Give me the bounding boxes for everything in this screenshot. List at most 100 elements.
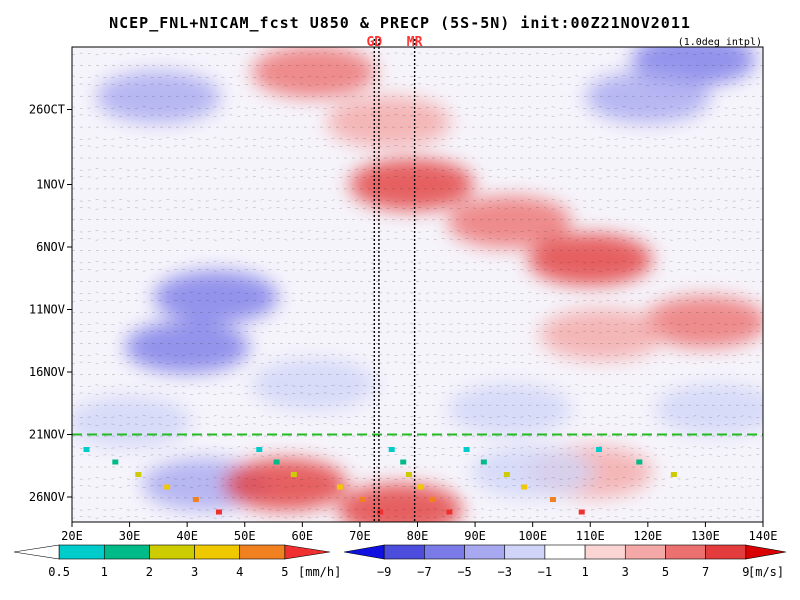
colorbar-swatch xyxy=(624,544,666,560)
x-tick-label: 100E xyxy=(518,529,547,543)
colorbar-swatch xyxy=(464,544,506,560)
colorbar-swatch xyxy=(705,544,747,560)
precip-cell xyxy=(256,447,263,452)
colorbar-label: 5 xyxy=(662,565,669,579)
contour-line xyxy=(72,83,763,87)
precip-cell xyxy=(417,484,424,490)
y-tick-label: 11NOV xyxy=(29,303,65,317)
x-tick-label: 40E xyxy=(176,529,198,543)
colorbar-label: 9 xyxy=(742,565,749,579)
precip-cell xyxy=(670,472,677,477)
contour-line xyxy=(72,176,763,179)
y-tick-label: 6NOV xyxy=(36,240,65,254)
y-tick-label: 26OCT xyxy=(29,103,65,117)
y-tick-label: 26NOV xyxy=(29,490,65,504)
colorbar-swatch xyxy=(665,544,706,560)
precip-cell xyxy=(192,497,199,502)
u850-anomaly-blob xyxy=(251,358,376,411)
u850-anomaly-blob xyxy=(447,196,572,248)
colorbar-swatch xyxy=(284,544,331,560)
u850-anomaly-blob xyxy=(326,96,451,148)
x-tick-label: 70E xyxy=(349,529,371,543)
colorbar-label: −1 xyxy=(538,565,552,579)
colorbar-label: −9 xyxy=(377,565,391,579)
u850-anomaly-blob xyxy=(447,383,572,436)
x-tick-label: 30E xyxy=(119,529,141,543)
colorbar-label: −7 xyxy=(417,565,431,579)
precip-cell xyxy=(503,472,510,477)
contour-line xyxy=(72,114,763,118)
u850-anomaly-blob xyxy=(96,71,221,123)
contour-line xyxy=(72,137,763,140)
u850-anomaly-blob xyxy=(125,321,250,373)
reference-line-label: GD xyxy=(366,35,382,50)
precip-cell xyxy=(578,509,585,515)
u850-anomaly-blob xyxy=(338,483,463,522)
precip-cell xyxy=(636,459,643,465)
colorbar-swatch xyxy=(239,544,286,560)
precip-cell xyxy=(273,459,280,465)
precip-cell xyxy=(400,459,407,465)
precip-cell xyxy=(463,447,470,452)
colorbar-swatch xyxy=(13,544,60,560)
reference-line-label: MR xyxy=(407,35,423,50)
precip-cell xyxy=(446,509,453,515)
precip-cell xyxy=(359,497,366,502)
colorbar-swatch xyxy=(58,544,105,560)
precip-cell xyxy=(405,472,412,477)
colorbar-label: 5 xyxy=(281,565,288,579)
colorbar-swatch xyxy=(383,544,425,560)
u850-anomaly-blob xyxy=(251,47,376,98)
colorbar-units: [mm/h] xyxy=(298,565,341,579)
precip-cell xyxy=(521,484,528,490)
precip-cell xyxy=(480,459,487,465)
colorbar-swatch xyxy=(504,544,546,560)
colorbar-label: 1 xyxy=(101,565,108,579)
precip-cell xyxy=(290,472,297,477)
colorbar-swatch xyxy=(194,544,241,560)
colorbar-label: 0.5 xyxy=(48,565,70,579)
x-tick-label: 20E xyxy=(61,529,83,543)
u850-anomaly-blob xyxy=(528,233,653,286)
u850-anomaly-blob xyxy=(470,446,595,498)
colorbar-swatch xyxy=(149,544,195,560)
precip-cell xyxy=(135,472,142,477)
colorbar-label: −5 xyxy=(457,565,471,579)
contour-line xyxy=(72,392,763,396)
contour-line xyxy=(72,446,763,449)
precip-cell xyxy=(429,497,436,502)
colorbar-label: −3 xyxy=(498,565,512,579)
chart-title: NCEP_FNL+NICAM_fcst U850 & PRECP (5S-5N)… xyxy=(109,14,691,32)
u850-anomaly-blob xyxy=(72,396,192,448)
contour-line xyxy=(72,238,763,241)
contour-line xyxy=(72,168,763,171)
x-tick-label: 130E xyxy=(691,529,720,543)
contour-line xyxy=(72,145,763,148)
u850-anomaly-blob xyxy=(654,383,763,436)
contour-line xyxy=(72,52,763,56)
contour-line xyxy=(72,75,763,78)
precip-cell xyxy=(336,484,343,490)
x-tick-label: 60E xyxy=(291,529,313,543)
contour-line xyxy=(72,454,763,457)
u850-anomaly-blob xyxy=(539,308,664,361)
y-tick-label: 21NOV xyxy=(29,428,65,442)
contour-line xyxy=(72,322,763,326)
interpolation-note: (1.0deg intpl) xyxy=(677,37,762,48)
u850-anomaly-blob xyxy=(153,271,278,323)
precip-marks xyxy=(83,447,677,515)
u850-anomaly-blob xyxy=(585,71,710,123)
contour-texture xyxy=(72,52,763,519)
contour-line xyxy=(72,299,763,303)
precip-cell xyxy=(549,497,556,502)
precip-cell xyxy=(83,447,90,452)
x-tick-label: 80E xyxy=(407,529,429,543)
colorbar-label: 1 xyxy=(581,565,588,579)
colorbar-swatch xyxy=(424,544,465,560)
colorbar-label: 2 xyxy=(146,565,153,579)
colorbar-swatch xyxy=(544,544,586,560)
y-tick-label: 16NOV xyxy=(29,365,65,379)
precip-colorbar: 0.5 1 2 3 4 5 [mm/h] xyxy=(13,544,341,579)
precip-cell xyxy=(596,447,603,452)
contour-line xyxy=(72,507,763,511)
